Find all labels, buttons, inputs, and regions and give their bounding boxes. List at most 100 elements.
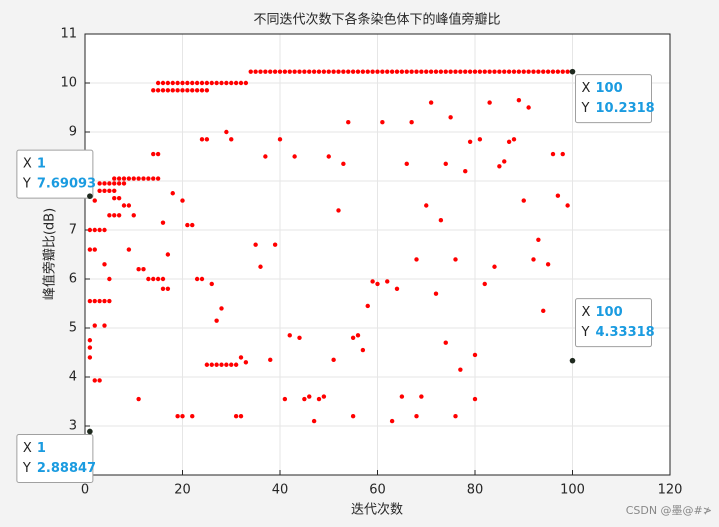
point	[355, 333, 361, 338]
point	[199, 276, 205, 282]
point	[341, 161, 346, 167]
point	[155, 176, 161, 181]
point	[102, 323, 107, 328]
point	[502, 159, 507, 164]
point	[565, 203, 570, 208]
point	[472, 69, 478, 74]
point	[419, 394, 424, 399]
point	[326, 69, 331, 74]
point	[112, 213, 117, 218]
point	[302, 396, 307, 402]
point	[433, 69, 439, 74]
x-axis-label: 迭代次数	[351, 502, 403, 518]
x-tick-label: 0	[81, 483, 89, 498]
point	[282, 69, 288, 74]
datatip-y-key: Y	[22, 461, 31, 476]
point	[272, 69, 278, 74]
point	[190, 88, 195, 93]
point	[233, 80, 239, 86]
point	[521, 198, 526, 203]
point	[502, 69, 507, 74]
point	[248, 69, 253, 74]
point	[97, 298, 102, 304]
point	[112, 195, 117, 201]
point	[204, 80, 210, 86]
point	[380, 120, 385, 125]
point	[233, 414, 239, 419]
point	[136, 267, 141, 272]
point	[253, 69, 258, 74]
point	[121, 203, 127, 208]
y-tick-label: 11	[60, 27, 77, 42]
point	[204, 88, 210, 93]
point	[155, 151, 161, 157]
point	[165, 80, 171, 86]
datatip-x-value: 1	[37, 157, 46, 172]
point	[238, 414, 244, 419]
point	[87, 338, 93, 343]
point	[116, 195, 122, 201]
point	[146, 276, 151, 282]
point	[516, 69, 522, 74]
point	[506, 69, 512, 74]
datatip-x-key: X	[582, 305, 591, 320]
point	[238, 355, 244, 360]
datatip-x-value: 100	[596, 305, 623, 320]
point	[394, 286, 400, 291]
point	[487, 69, 492, 74]
point	[297, 69, 302, 74]
datatip-x-value: 1	[37, 441, 46, 456]
point	[151, 176, 156, 181]
datatip-marker	[87, 428, 93, 435]
point	[555, 69, 561, 74]
point	[467, 69, 473, 74]
point	[126, 176, 132, 181]
point	[87, 227, 93, 233]
point	[102, 298, 107, 304]
point	[160, 88, 166, 93]
point	[370, 69, 375, 74]
point	[224, 362, 229, 367]
point	[233, 362, 239, 367]
point	[272, 242, 278, 247]
point	[399, 394, 405, 399]
point	[121, 176, 127, 181]
point	[541, 69, 546, 74]
point	[565, 69, 570, 74]
point	[516, 97, 522, 103]
point	[141, 267, 146, 272]
point	[258, 264, 263, 269]
point	[107, 298, 112, 304]
point	[277, 137, 283, 142]
point	[526, 105, 531, 110]
point	[492, 264, 497, 269]
point	[229, 80, 234, 86]
point	[107, 188, 112, 193]
point	[287, 333, 292, 338]
point	[550, 69, 556, 74]
point	[463, 169, 468, 174]
y-tick-label: 7	[69, 223, 77, 238]
point	[263, 69, 268, 74]
point	[199, 137, 205, 142]
point	[165, 286, 171, 291]
point	[194, 80, 200, 86]
point	[165, 88, 171, 93]
datatip-marker	[87, 193, 93, 199]
point	[151, 88, 156, 93]
x-tick-label: 60	[369, 483, 386, 498]
point	[331, 357, 336, 363]
point	[151, 276, 156, 282]
point	[458, 367, 463, 372]
point	[258, 69, 263, 74]
chart-title: 不同迭代次数下各条染色体下的峰值旁瓣比	[253, 12, 500, 28]
datatip-y-key: Y	[581, 325, 590, 340]
point	[92, 323, 97, 328]
point	[438, 218, 444, 223]
point	[238, 80, 244, 86]
point	[311, 69, 317, 74]
point	[155, 88, 161, 93]
point	[116, 213, 122, 218]
point	[497, 69, 502, 74]
x-tick-label: 100	[560, 483, 585, 498]
